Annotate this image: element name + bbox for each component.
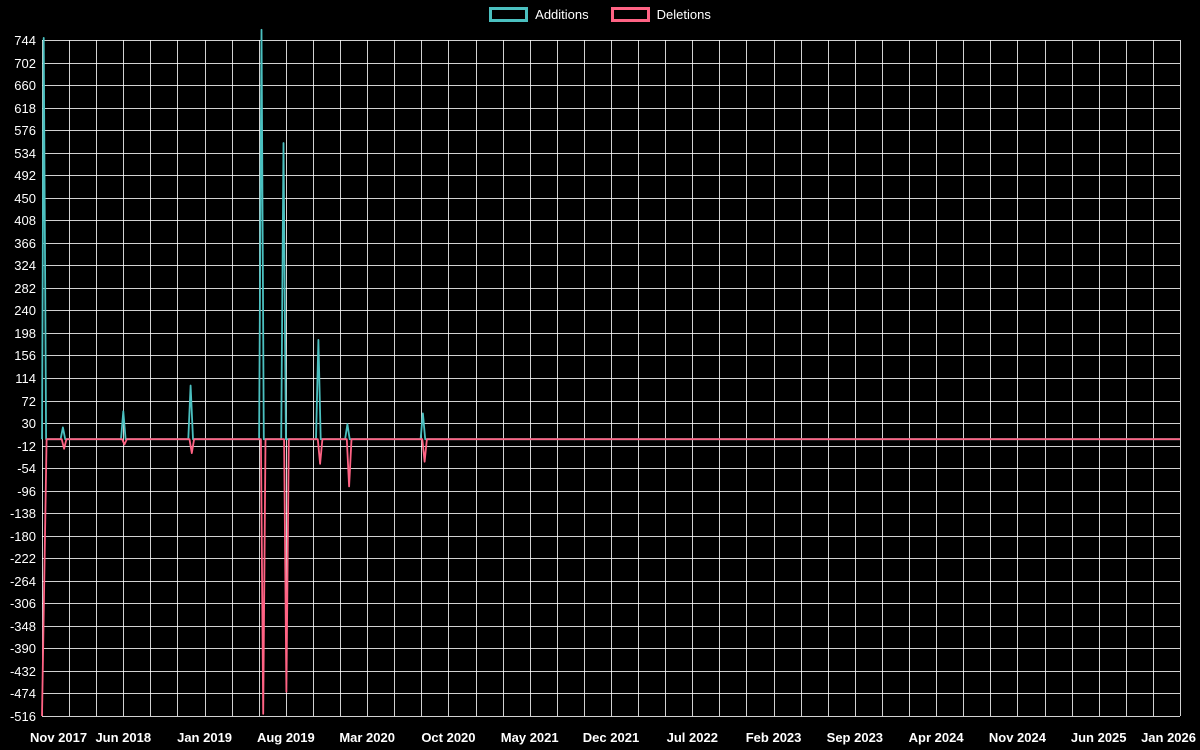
x-axis-tick-label: Sep 2023 xyxy=(827,730,883,745)
additions-swatch xyxy=(489,7,529,22)
y-axis-tick-label: -306 xyxy=(10,596,36,611)
y-axis-tick-label: 408 xyxy=(14,213,36,228)
y-axis-tick-label: -516 xyxy=(10,709,36,724)
x-axis-tick-label: Jun 2025 xyxy=(1071,730,1127,745)
y-axis-tick-label: 744 xyxy=(14,33,36,48)
deletions-swatch xyxy=(610,7,650,22)
y-axis-tick-label: -138 xyxy=(10,506,36,521)
y-axis-tick-label: 576 xyxy=(14,123,36,138)
y-axis-tick-label: -474 xyxy=(10,686,36,701)
additions-legend-label: Additions xyxy=(535,7,589,22)
legend-item-additions[interactable]: Additions xyxy=(489,7,589,22)
legend-item-deletions[interactable]: Deletions xyxy=(610,7,711,22)
y-axis-tick-label: 282 xyxy=(14,281,36,296)
y-axis-tick-label: 240 xyxy=(14,303,36,318)
deletions-legend-label: Deletions xyxy=(656,7,711,22)
grid-lines xyxy=(42,40,1181,717)
x-axis-tick-label: Aug 2019 xyxy=(257,730,315,745)
y-axis-tick-label: 114 xyxy=(15,371,36,386)
x-axis-tick-label: Dec 2021 xyxy=(583,730,639,745)
y-axis-tick-label: -96 xyxy=(17,484,36,499)
y-axis-tick-label: -348 xyxy=(10,619,36,634)
y-axis-tick-label: -180 xyxy=(10,529,36,544)
y-axis-tick-label: -54 xyxy=(17,461,36,476)
x-axis-tick-label: Jun 2018 xyxy=(95,730,151,745)
y-axis-tick-label: -390 xyxy=(10,641,36,656)
additions-line xyxy=(41,28,1180,441)
y-axis-tick-label: 30 xyxy=(22,416,36,431)
y-axis-tick-label: -12 xyxy=(17,439,36,454)
x-axis-tick-label: Oct 2020 xyxy=(421,730,475,745)
x-axis-tick-label: May 2021 xyxy=(501,730,559,745)
x-axis-tick-label: Mar 2020 xyxy=(339,730,395,745)
y-axis-tick-label: -264 xyxy=(10,574,36,589)
x-axis-tick-label: Jul 2022 xyxy=(667,730,718,745)
y-axis-tick-label: 198 xyxy=(14,326,36,341)
y-axis-tick-label: -222 xyxy=(10,551,36,566)
y-axis-tick-label: 324 xyxy=(14,258,36,273)
x-axis-tick-label: Apr 2024 xyxy=(909,730,965,745)
y-axis-tick-label: 492 xyxy=(14,168,36,183)
y-axis-tick-label: 660 xyxy=(14,78,36,93)
y-axis-tick-label: 156 xyxy=(14,348,36,363)
y-axis-tick-label: 366 xyxy=(14,236,36,251)
y-axis-tick-label: 450 xyxy=(14,191,36,206)
y-axis-tick-label: 618 xyxy=(14,101,36,116)
x-axis-tick-label: Jan 2026 xyxy=(1141,730,1196,745)
x-axis-tick-label: Nov 2017 xyxy=(30,730,87,745)
y-axis-tick-label: 534 xyxy=(14,146,36,161)
x-axis-tick-label: Jan 2019 xyxy=(177,730,232,745)
y-axis-tick-label: 72 xyxy=(22,394,36,409)
y-axis-tick-label: -432 xyxy=(10,664,36,679)
y-axis-tick-label: 702 xyxy=(14,56,36,71)
deletions-line xyxy=(41,438,1180,717)
x-axis-tick-label: Feb 2023 xyxy=(746,730,802,745)
chart-legend: Additions Deletions xyxy=(0,7,1200,22)
x-axis-tick-label: Nov 2024 xyxy=(989,730,1047,745)
